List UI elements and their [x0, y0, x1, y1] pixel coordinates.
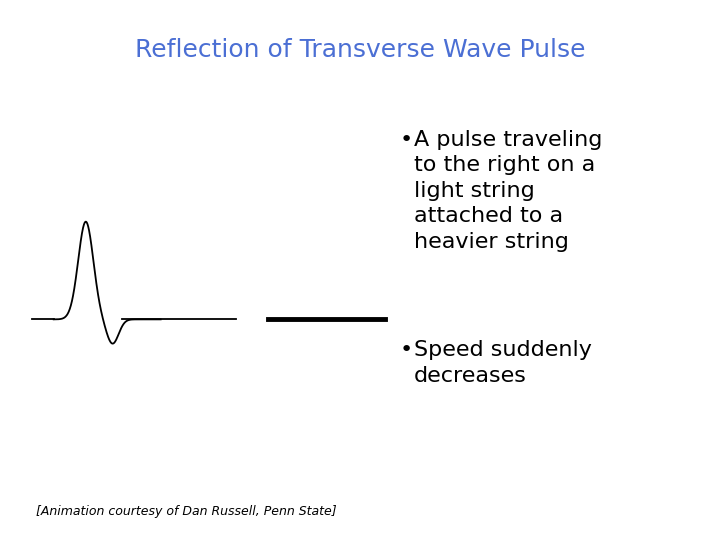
Text: A pulse traveling
to the right on a
light string
attached to a
heavier string: A pulse traveling to the right on a ligh… — [414, 130, 603, 252]
Text: •: • — [400, 130, 413, 150]
Text: [Animation courtesy of Dan Russell, Penn State]: [Animation courtesy of Dan Russell, Penn… — [36, 505, 337, 518]
Text: Speed suddenly
decreases: Speed suddenly decreases — [414, 340, 592, 386]
Text: •: • — [400, 340, 413, 360]
Text: Reflection of Transverse Wave Pulse: Reflection of Transverse Wave Pulse — [135, 38, 585, 62]
